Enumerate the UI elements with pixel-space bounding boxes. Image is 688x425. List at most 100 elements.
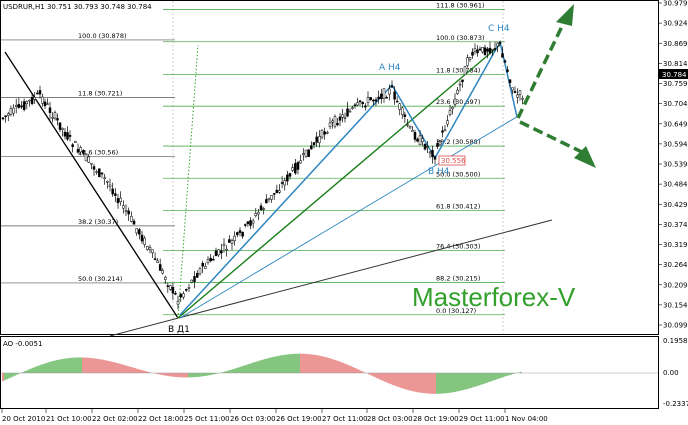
candle-body — [48, 107, 52, 113]
watermark: Masterforex-V — [412, 282, 576, 312]
green-channel-line — [177, 44, 501, 319]
candle-body — [230, 240, 234, 244]
candle-body — [318, 136, 321, 144]
ao-tick-label: 0.00 — [663, 369, 679, 377]
candle-body — [166, 285, 170, 287]
price-tick-label: 30.924 — [663, 20, 688, 28]
current-price-label: 30.784 — [662, 71, 687, 79]
candle-body — [41, 96, 44, 104]
candle-body — [124, 210, 128, 212]
time-tick-label: 27 Oct 11:00 — [322, 415, 368, 423]
fib-left-label: 100.0 (30.878) — [78, 32, 127, 40]
long-support-line — [109, 219, 553, 337]
time-tick-label: 29 Oct 11:00 — [459, 415, 505, 423]
candle-body — [4, 115, 7, 118]
candle-body — [398, 103, 401, 110]
candle-body — [151, 249, 154, 254]
candle-body — [416, 138, 419, 142]
candle-body — [176, 300, 180, 305]
candle-body — [43, 101, 47, 107]
candle-body — [206, 259, 210, 263]
price-box-label: 30.556 — [441, 157, 466, 165]
dotted-projection — [177, 44, 199, 319]
fib-right-label: 23.6 (30.697) — [436, 98, 480, 106]
candle-body — [438, 141, 442, 146]
candle-body — [196, 272, 199, 278]
candle-body — [84, 154, 88, 162]
candle-body — [61, 127, 64, 130]
time-tick-label: 20 Oct 2010 — [2, 415, 45, 423]
candle-body — [63, 131, 67, 137]
candle-body — [483, 47, 487, 55]
candle-body — [471, 51, 474, 56]
price-tick-label: 30.154 — [663, 301, 688, 309]
candle-body — [164, 276, 167, 280]
candle-body — [353, 104, 357, 107]
candle-body — [185, 289, 188, 291]
candle-body — [148, 247, 152, 251]
candle-body — [56, 118, 59, 121]
candle-body — [241, 231, 244, 237]
candle-body — [372, 99, 375, 102]
candle-body — [341, 114, 344, 118]
candle-body — [521, 97, 524, 100]
price-tick-label: 30.594 — [663, 140, 688, 148]
candle-body — [421, 138, 424, 142]
candle-body — [395, 100, 399, 103]
candle-body — [272, 193, 276, 195]
candle-body — [493, 48, 497, 50]
candle-body — [228, 239, 231, 243]
downtrend-line — [4, 51, 179, 319]
candle-body — [106, 180, 109, 183]
candle-body — [267, 197, 271, 200]
candle-body — [461, 79, 464, 83]
candle-body — [58, 122, 62, 130]
candle-body — [406, 124, 409, 126]
symbol-header: USDRUR,H1 30.751 30.793 30.748 30.784 — [3, 3, 152, 11]
candle-body — [451, 106, 454, 110]
candle-body — [304, 149, 308, 157]
candle-body — [87, 156, 90, 163]
candle-body — [251, 220, 255, 224]
arrow-down-head — [574, 146, 596, 168]
candle-body — [1, 117, 5, 120]
candle-body — [270, 195, 273, 200]
candle-body — [491, 48, 494, 51]
price-tick-label: 30.429 — [663, 201, 688, 209]
candle-body — [90, 162, 93, 165]
price-tick-label: 30.484 — [663, 181, 688, 189]
fib-right-label: 0.0 (30.127) — [436, 307, 476, 315]
candle-body — [66, 132, 69, 140]
wave-label-c: C H4 — [488, 24, 510, 34]
candle-body — [265, 199, 268, 204]
candle-body — [310, 145, 313, 150]
candle-body — [508, 79, 512, 83]
candle-body — [25, 101, 29, 104]
candle-body — [333, 116, 337, 127]
candle-body — [302, 153, 305, 155]
candle-body — [116, 198, 120, 204]
candle-body — [393, 91, 396, 100]
candle-body — [108, 184, 112, 187]
blue-thin-line — [179, 114, 521, 319]
candle-body — [331, 120, 334, 123]
candle-body — [46, 103, 49, 105]
price-axis: 30.979 30.924 30.869 30.814 30.759 30.704 30.6… — [659, 0, 688, 330]
candle-body — [36, 92, 39, 95]
candle-body — [351, 107, 354, 109]
candle-body — [326, 132, 329, 134]
candle-body — [209, 257, 212, 262]
candle-body — [38, 90, 42, 95]
candle-body — [275, 189, 279, 194]
candle-body — [358, 100, 362, 102]
candle-body — [441, 130, 444, 133]
candle-body — [244, 224, 247, 226]
time-tick-label: 28 Oct 03:00 — [367, 415, 413, 423]
candle-body — [426, 146, 429, 148]
candle-body — [382, 88, 386, 99]
candle-body — [423, 144, 427, 150]
candle-body — [114, 193, 117, 196]
candle-body — [516, 94, 519, 98]
candle-body — [236, 232, 239, 236]
candle-body — [456, 89, 459, 94]
